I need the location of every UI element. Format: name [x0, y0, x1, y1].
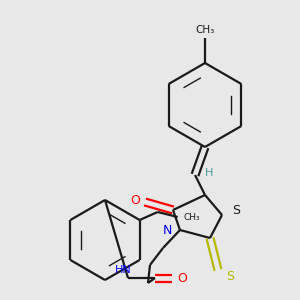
- Text: CH₃: CH₃: [195, 25, 214, 35]
- Text: O: O: [177, 272, 187, 284]
- Text: CH₃: CH₃: [183, 212, 200, 221]
- Text: HN: HN: [115, 265, 131, 275]
- Text: N: N: [162, 224, 172, 236]
- Text: O: O: [130, 194, 140, 206]
- Text: S: S: [226, 271, 234, 284]
- Text: S: S: [232, 203, 240, 217]
- Text: H: H: [205, 168, 213, 178]
